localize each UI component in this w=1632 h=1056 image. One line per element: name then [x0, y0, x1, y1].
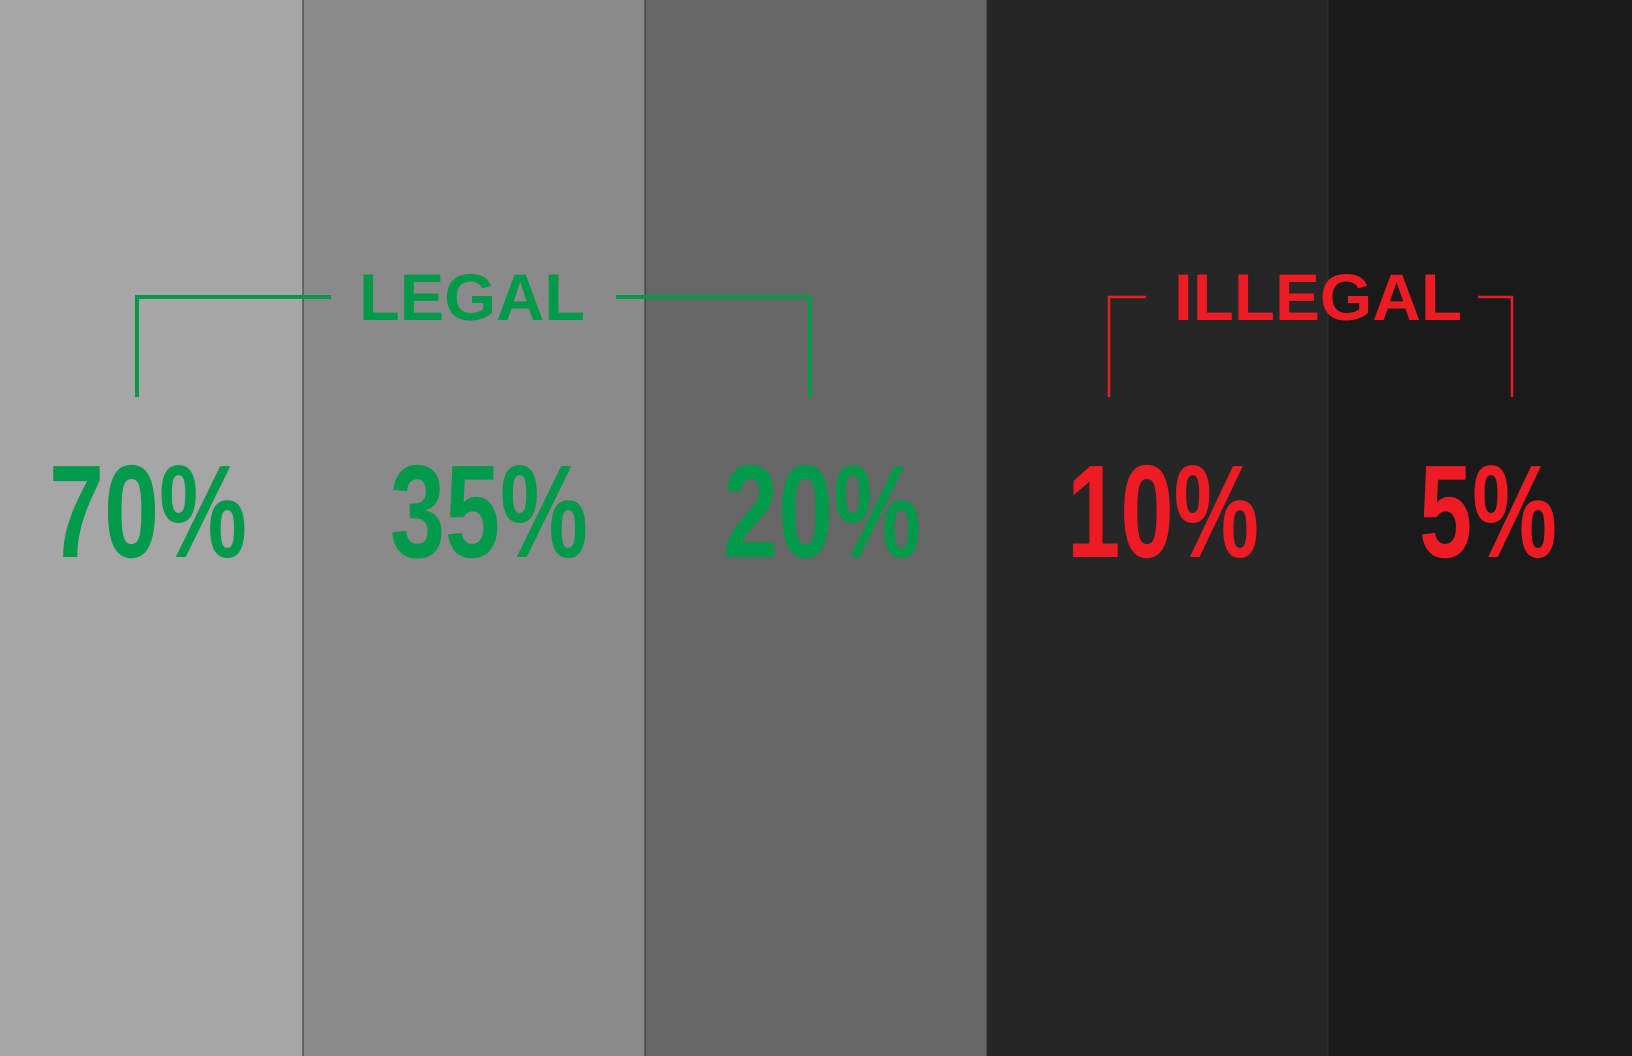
bracket [135, 295, 331, 397]
bracket [1107, 295, 1146, 397]
percentage-label: 10% [1067, 438, 1259, 585]
column-background [645, 0, 987, 1056]
bracket [1478, 295, 1514, 397]
column-background [303, 0, 645, 1056]
column-background [0, 0, 303, 1056]
bracket [616, 295, 812, 397]
percentage-label: 35% [390, 438, 588, 585]
labels: 70% 35% 20% 10% 5% [49, 438, 1557, 585]
group-label: LEGAL [359, 260, 585, 334]
brackets [135, 295, 1514, 397]
column-background [1328, 0, 1632, 1056]
percentage-label: 20% [723, 438, 921, 585]
percentage-label: 70% [49, 438, 247, 585]
column-background [987, 0, 1328, 1056]
group-label: ILLEGAL [1174, 260, 1462, 334]
percentage-label: 5% [1419, 438, 1557, 585]
